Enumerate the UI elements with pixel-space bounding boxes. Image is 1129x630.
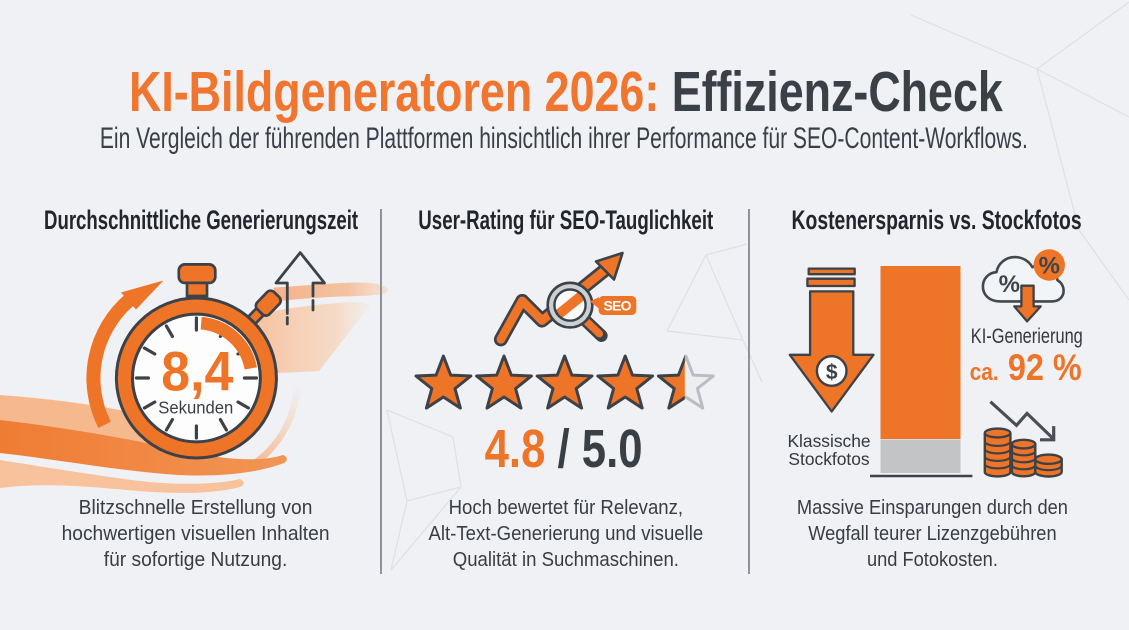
svg-text:SEO: SEO [604,298,632,314]
svg-text:%: % [999,271,1020,298]
svg-text:$: $ [826,361,838,384]
svg-text:8,4: 8,4 [161,341,233,403]
svg-text:%: % [1039,253,1060,280]
svg-text:Sekunden: Sekunden [158,398,233,418]
